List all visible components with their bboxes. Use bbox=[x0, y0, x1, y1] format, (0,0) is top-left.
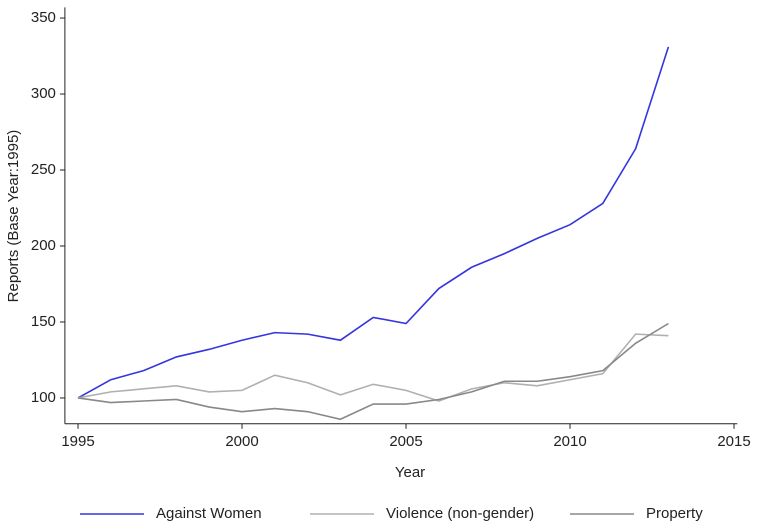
y-tick-label: 300 bbox=[31, 85, 56, 102]
line bbox=[77, 46, 670, 399]
y-tick-label: 100 bbox=[31, 389, 56, 406]
line bbox=[77, 333, 669, 402]
legend-label: Violence (non-gender) bbox=[386, 505, 534, 522]
y-tick-label: 200 bbox=[31, 237, 56, 254]
x-tick-label: 2000 bbox=[225, 433, 258, 450]
x-tick-label: 2015 bbox=[717, 433, 750, 450]
y-tick-label: 350 bbox=[31, 9, 56, 26]
x-tick-label: 1995 bbox=[61, 433, 94, 450]
line bbox=[77, 322, 669, 421]
x-tick-label: 2010 bbox=[553, 433, 586, 450]
legend-label: Against Women bbox=[156, 505, 262, 522]
x-tick-label: 2005 bbox=[389, 433, 422, 450]
y-tick-label: 150 bbox=[31, 313, 56, 330]
y-tick-label: 250 bbox=[31, 161, 56, 178]
x-axis-title: Year bbox=[395, 464, 425, 481]
legend-label: Property bbox=[646, 505, 703, 522]
y-axis-title: Reports (Base Year:1995) bbox=[5, 130, 22, 303]
